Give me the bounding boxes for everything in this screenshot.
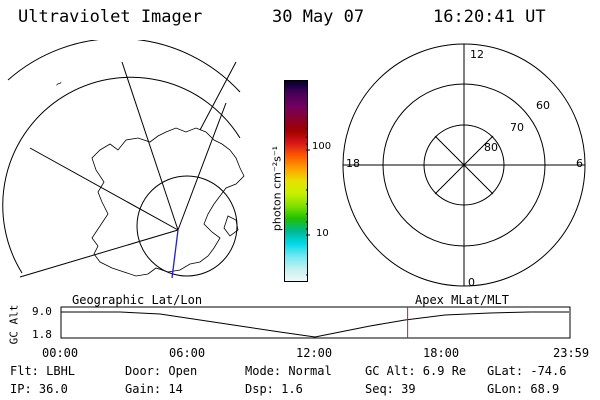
meridian-line-2: [29, 147, 179, 231]
continent-outline: [91, 127, 245, 277]
meridian-line-1: [121, 61, 179, 231]
time-tick-0: 00:00: [42, 346, 79, 360]
time-tick-1: 06:00: [169, 346, 206, 360]
status-glat: GLat: -74.6: [487, 364, 567, 378]
colorbar-unit-label: photon cm⁻²s⁻¹: [270, 145, 284, 232]
timeline-axis-label: GC Alt: [7, 304, 21, 345]
geographic-map: ~: [2, 40, 245, 279]
latitude-circle-inner: [136, 175, 238, 277]
status-dsp: Dsp: 1.6: [245, 382, 303, 396]
svg-text:~: ~: [54, 78, 66, 90]
latitude-circle-outer: [7, 40, 241, 93]
status-glon: GLon: 68.9: [487, 382, 560, 396]
altitude-timeline: [60, 306, 571, 339]
status-mode: Mode: Normal: [245, 364, 332, 378]
colorbar-gradient: [285, 81, 307, 281]
lat-label-70: 70: [510, 121, 524, 134]
status-ip: IP: 36.0: [10, 382, 68, 396]
island-outline: [223, 215, 239, 237]
colorbar-tick-10: 10: [316, 228, 329, 239]
altitude-curve: [61, 311, 569, 338]
lat-label-60: 60: [536, 99, 550, 112]
instrument-title: Ultraviolet Imager: [18, 7, 203, 27]
apex-label: Apex MLat/MLT: [415, 293, 509, 307]
time-label: 16:20:41 UT: [433, 7, 546, 27]
geographic-label: Geographic Lat/Lon: [72, 293, 203, 307]
colorbar-ticks: [306, 103, 310, 276]
meridian-line-4: [177, 102, 227, 231]
status-filter: Flt: LBHL: [10, 364, 76, 378]
mlt-label-0: 0: [468, 276, 475, 289]
date-label: 30 May 07: [272, 7, 365, 27]
status-gc-alt: GC Alt: 6.9 Re: [365, 364, 467, 378]
meridian-line-5: [199, 61, 237, 131]
polar-diagonal-2: [434, 135, 494, 195]
time-tick-2: 12:00: [296, 346, 333, 360]
lat-label-80: 80: [484, 141, 498, 154]
polar-grid: 12 0 18 6 60 70 80: [342, 43, 586, 289]
time-tick-4: 23:59: [553, 346, 590, 360]
timeline-ymin: 1.8: [32, 328, 52, 341]
status-gain: Gain: 14: [125, 382, 183, 396]
intensity-colorbar: [284, 80, 308, 282]
mlt-label-6: 6: [576, 157, 583, 170]
status-door: Door: Open: [125, 364, 198, 378]
mlt-label-18: 18: [346, 157, 360, 170]
status-seq: Seq: 39: [365, 382, 416, 396]
mlt-label-12: 12: [470, 48, 484, 61]
timeline-ymax: 9.0: [32, 305, 52, 318]
time-tick-3: 18:00: [423, 346, 460, 360]
colorbar-tick-100: 100: [312, 141, 332, 152]
latitude-circle-mid: [2, 76, 241, 274]
meridian-line-3: [19, 229, 179, 278]
satellite-track: [171, 229, 179, 279]
